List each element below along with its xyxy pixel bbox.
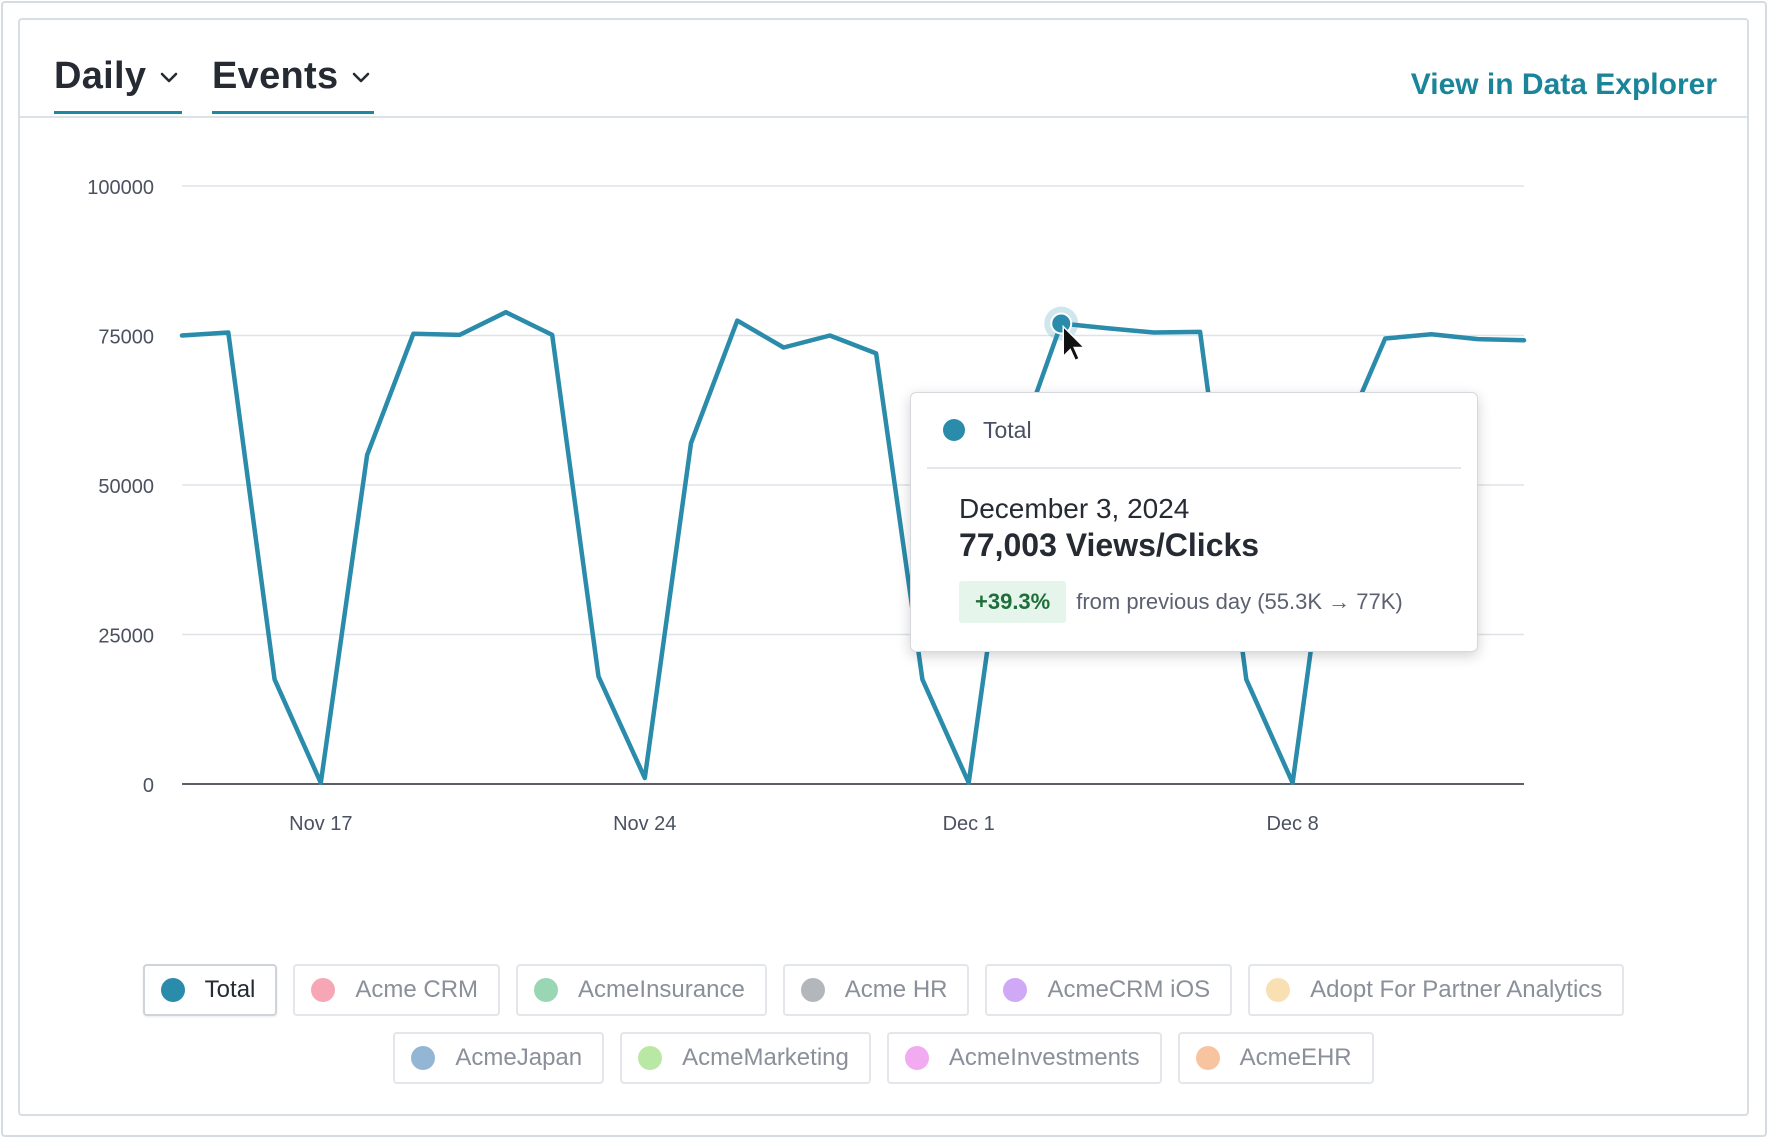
legend-item-acmeehr[interactable]: AcmeEHR (1177, 1032, 1374, 1084)
legend-item-label: AcmeInsurance (578, 976, 745, 1003)
tooltip-date: December 3, 2024 (959, 493, 1190, 524)
legend-color-dot (1003, 978, 1028, 1002)
y-tick-label: 100000 (87, 177, 154, 199)
legend-item-acmemarketing[interactable]: AcmeMarketing (620, 1032, 871, 1084)
x-tick-label: Nov 17 (289, 813, 352, 835)
x-tick-label: Dec 1 (943, 813, 995, 835)
tooltip-header: Total (927, 393, 1461, 469)
tooltip-value: 77,003 Views/Clicks (959, 527, 1260, 563)
legend-color-dot (800, 978, 825, 1002)
x-tick-label: Dec 8 (1266, 813, 1318, 835)
legend-item-acmeinsurance[interactable]: AcmeInsurance (516, 964, 767, 1016)
legend-color-dot (1266, 978, 1291, 1002)
legend-item-total[interactable]: Total (142, 964, 278, 1016)
view-in-data-explorer-link[interactable]: View in Data Explorer (1410, 68, 1717, 101)
legend-item-label: Adopt For Partner Analytics (1310, 976, 1603, 1003)
legend-row-2: AcmeJapan AcmeMarketing AcmeInvestments Acm… (20, 1032, 1747, 1084)
chart-card: Daily Events View in Data Explorer 0 2500… (18, 18, 1749, 1116)
legend-color-dot (904, 1046, 929, 1070)
y-tick-label: 50000 (98, 476, 154, 498)
x-tick-label: Nov 24 (613, 813, 676, 835)
legend-item-label: Acme HR (844, 976, 948, 1003)
legend-item-acmeinvestments[interactable]: AcmeInvestments (886, 1032, 1162, 1084)
legend-color-dot (534, 978, 559, 1002)
y-tick-label: 25000 (98, 626, 154, 648)
chevron-down-icon (161, 72, 178, 82)
legend-color-dot (411, 1046, 436, 1070)
legend-item-acmecrm-ios[interactable]: AcmeCRM iOS (985, 964, 1233, 1016)
change-badge: +39.3% (959, 581, 1067, 623)
tooltip-change-row: +39.3% from previous day (55.3K → 77K) (959, 581, 1403, 623)
legend-item-label: Acme CRM (355, 976, 479, 1003)
legend-color-dot (1195, 1046, 1220, 1070)
legend-color-dot (311, 978, 336, 1002)
chart-tooltip: Total December 3, 2024 77,003 Views/Clic… (910, 392, 1478, 652)
tooltip-series-dot (943, 419, 965, 441)
y-tick-label: 0 (143, 775, 154, 797)
y-tick-label: 75000 (98, 327, 154, 349)
tooltip-series-name: Total (983, 416, 1032, 443)
legend-item-acmejapan[interactable]: AcmeJapan (393, 1032, 605, 1084)
legend-item-label: AcmeCRM iOS (1047, 976, 1211, 1003)
metric-dropdown-label: Events (212, 55, 339, 97)
legend-item-acme-hr[interactable]: Acme HR (782, 964, 970, 1016)
legend-item-label: Total (204, 976, 256, 1003)
change-note: from previous day (55.3K → 77K) (1076, 589, 1403, 614)
interval-dropdown[interactable]: Daily (54, 46, 182, 114)
card-header: Daily Events View in Data Explorer (20, 20, 1747, 118)
legend-row-1: Total Acme CRM AcmeInsurance Acme HR AcmeCRM… (20, 964, 1747, 1016)
chevron-down-icon (353, 72, 370, 82)
mouse-cursor-icon (1062, 324, 1087, 362)
line-chart: 0 25000 50000 75000 100000 Nov 17 Nov 24 Dec 1 D… (87, 177, 1527, 835)
legend-color-dot (160, 978, 185, 1002)
legend-color-dot (638, 1046, 663, 1070)
legend-item-label: AcmeEHR (1239, 1044, 1352, 1071)
series-line-total (179, 309, 1527, 786)
interval-dropdown-label: Daily (54, 55, 147, 97)
metric-dropdown[interactable]: Events (212, 46, 374, 114)
legend-item-label: AcmeMarketing (682, 1044, 849, 1071)
legend-item-adopt-for-partner-analytics[interactable]: Adopt For Partner Analytics (1248, 964, 1625, 1016)
legend-item-label: AcmeJapan (455, 1044, 583, 1071)
legend-item-label: AcmeInvestments (948, 1044, 1140, 1071)
legend-item-acme-crm[interactable]: Acme CRM (293, 964, 501, 1016)
